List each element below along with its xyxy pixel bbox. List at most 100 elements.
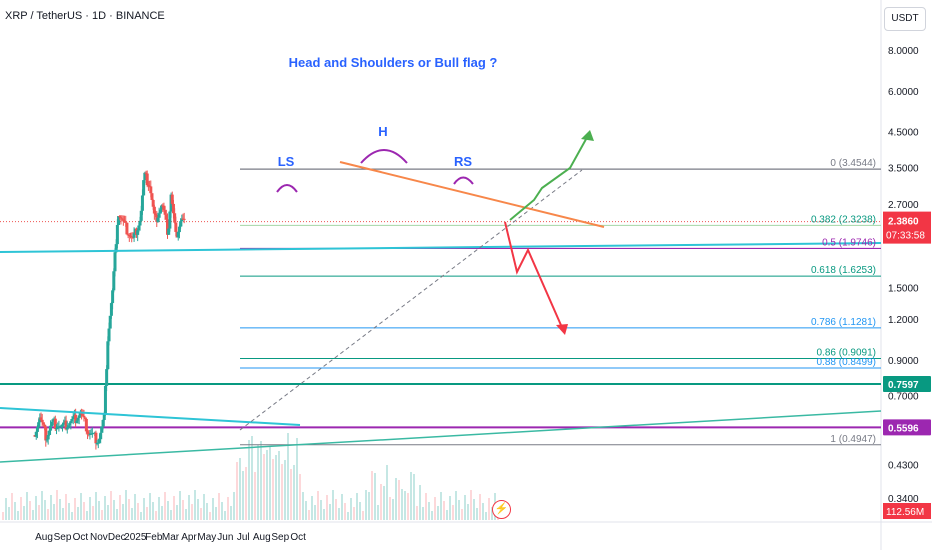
volume-bar	[425, 493, 427, 520]
x-tick-label: Feb	[145, 532, 163, 543]
volume-bar	[194, 490, 196, 520]
volume-badge-bg	[883, 503, 931, 519]
candle-body	[51, 419, 55, 422]
volume-bar	[467, 504, 469, 520]
candlesticks	[33, 170, 186, 450]
candle-body	[101, 419, 105, 427]
volume-bar	[161, 506, 163, 520]
volume-bar	[212, 498, 214, 520]
candle-body	[111, 290, 115, 304]
candle-body	[180, 218, 184, 222]
candle-body	[56, 427, 60, 429]
volume-bar	[203, 494, 205, 520]
volume-bar	[443, 501, 445, 520]
volume-bar	[242, 471, 244, 520]
fib-level-label: 0.88 (0.8499)	[817, 357, 877, 368]
volume-bar	[131, 508, 133, 520]
volume-bar	[122, 504, 124, 520]
volume-bar	[173, 496, 175, 520]
volume-bar	[434, 497, 436, 520]
volume-bar	[401, 489, 403, 520]
symbol-title[interactable]: XRP / TetherUS · 1D · BINANCE	[5, 10, 165, 22]
volume-bar	[419, 485, 421, 520]
countdown-badge: 07:33:58	[886, 231, 925, 242]
volume-bar	[26, 492, 28, 520]
candle-body	[49, 426, 53, 431]
bullish-path	[509, 131, 591, 221]
volume-bar	[38, 505, 40, 520]
left-shoulder-label: LS	[278, 154, 295, 169]
candle-body	[173, 213, 177, 223]
chart-drawings	[0, 130, 882, 463]
volume-bar	[209, 512, 211, 520]
volume-bar	[395, 478, 397, 520]
y-tick-label: 8.0000	[888, 46, 919, 57]
volume-bar	[407, 493, 409, 520]
head-label: H	[378, 124, 387, 139]
volume-bar	[488, 498, 490, 520]
currency-unit-button[interactable]: USDT	[884, 7, 926, 31]
candle-body	[177, 226, 181, 233]
candle-body	[156, 217, 160, 222]
volume-bar	[311, 496, 313, 520]
volume-bar	[56, 490, 58, 520]
volume-bar	[59, 499, 61, 520]
candle-body	[84, 418, 88, 432]
left-shoulder-arc	[276, 184, 298, 193]
y-tick-label: 0.9000	[888, 356, 919, 367]
last-price-badge-bg	[883, 211, 931, 244]
volume-bar	[437, 506, 439, 520]
chart-title: Head and Shoulders or Bull flag ?	[289, 55, 498, 70]
candle-body	[140, 195, 144, 211]
lightning-icon[interactable]: ⚡	[492, 500, 511, 519]
candle-body	[74, 414, 78, 424]
x-tick-label: Aug	[253, 532, 271, 543]
fib-level-label: 0 (3.4544)	[830, 158, 876, 169]
volume-bar	[65, 494, 67, 520]
candle-body	[123, 220, 127, 222]
volume-bar	[422, 507, 424, 520]
candle-body	[113, 252, 117, 272]
candle-body	[120, 218, 124, 220]
candle-body	[168, 211, 172, 229]
volume-bar	[146, 507, 148, 520]
candle-body	[60, 424, 64, 426]
volume-bar	[197, 499, 199, 520]
volume-bar	[281, 464, 283, 520]
last-price-badge: 2.3860	[888, 217, 919, 228]
volume-bar	[269, 446, 271, 520]
candle-body	[83, 417, 87, 419]
candle-body	[75, 420, 79, 424]
candle-body	[69, 421, 73, 424]
volume-bar	[410, 472, 412, 520]
bullish-arrowhead	[581, 130, 594, 141]
x-tick-label: Aug	[35, 532, 53, 543]
volume-bar	[113, 500, 115, 520]
volume-bar	[68, 503, 70, 520]
candle-body	[139, 210, 143, 221]
volume-bar	[80, 493, 82, 520]
volume-bar	[476, 508, 478, 520]
candle-body	[94, 432, 98, 444]
volume-bar	[143, 498, 145, 520]
candle-body	[43, 424, 47, 428]
candle-body	[176, 232, 180, 238]
candle-body	[103, 385, 107, 414]
candle-body	[158, 209, 162, 214]
candle-body	[102, 413, 106, 420]
candle-body	[148, 185, 152, 187]
volume-bar	[23, 506, 25, 520]
volume-bar	[329, 504, 331, 520]
volume-bar	[380, 484, 382, 520]
volume-bar	[482, 503, 484, 520]
fib-level-label: 0.786 (1.1281)	[811, 317, 876, 328]
candle-body	[129, 235, 133, 237]
volume-bar	[140, 512, 142, 520]
candle-body	[145, 173, 149, 186]
candle-body	[37, 422, 41, 428]
long-support-line	[0, 410, 882, 463]
volume-bar	[398, 480, 400, 520]
candle-body	[174, 222, 178, 232]
candle-body	[81, 414, 85, 416]
